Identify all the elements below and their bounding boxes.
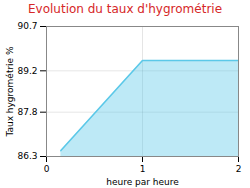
svg-text:90.7: 90.7 xyxy=(17,21,37,31)
svg-text:heure par heure: heure par heure xyxy=(106,177,179,187)
svg-text:1: 1 xyxy=(140,164,146,174)
svg-text:89.2: 89.2 xyxy=(17,66,37,76)
svg-text:87.8: 87.8 xyxy=(17,107,37,117)
html-text:Evolution du taux d'hygrométri: Evolution du taux d'hygrométrie xyxy=(28,2,222,16)
svg-text:86.3: 86.3 xyxy=(17,151,37,161)
svg-text:2: 2 xyxy=(236,164,242,174)
svg-text:Taux hygrométrie %: Taux hygrométrie % xyxy=(5,46,15,138)
svg-text:0: 0 xyxy=(44,164,50,174)
